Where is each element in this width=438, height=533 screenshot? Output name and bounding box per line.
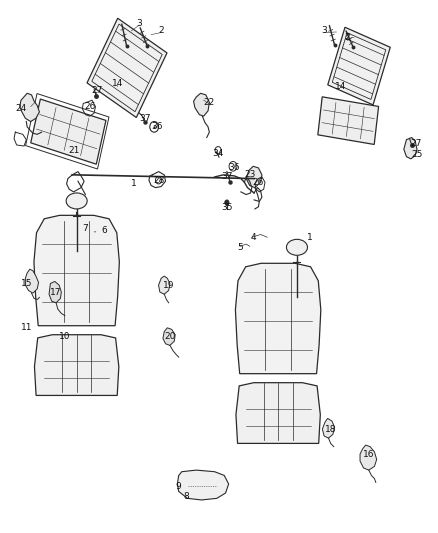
Text: 3: 3 [136,19,142,28]
Text: 1: 1 [131,180,137,188]
Polygon shape [246,166,262,188]
Text: 36: 36 [229,164,240,172]
Text: 25: 25 [411,150,423,159]
Polygon shape [404,138,417,159]
Polygon shape [31,99,106,164]
Text: 4: 4 [251,233,256,241]
Polygon shape [236,383,320,443]
Text: 15: 15 [21,279,33,288]
Text: 6: 6 [101,226,107,235]
Text: 22: 22 [204,98,215,107]
Text: 7: 7 [82,224,88,232]
Text: 11: 11 [21,324,33,332]
Text: 27: 27 [410,140,422,148]
Polygon shape [328,27,390,105]
Text: 24: 24 [15,104,27,112]
Text: 2: 2 [344,33,350,42]
Text: 26: 26 [253,178,264,187]
Polygon shape [34,215,119,326]
Text: 21: 21 [68,146,79,155]
Ellipse shape [286,239,307,255]
Text: 18: 18 [325,425,336,433]
Polygon shape [318,97,378,144]
Text: 23: 23 [245,171,256,179]
Polygon shape [360,445,377,470]
Text: 35: 35 [221,204,233,212]
Text: 34: 34 [212,149,224,158]
Text: 3: 3 [321,27,327,35]
Text: 27: 27 [92,86,103,95]
Polygon shape [25,269,39,293]
Text: 20: 20 [164,333,176,341]
Text: 14: 14 [335,82,346,91]
Text: 16: 16 [363,450,374,458]
Text: 2: 2 [159,27,164,35]
Text: 37: 37 [139,114,150,123]
Text: 36: 36 [151,123,162,131]
Text: 17: 17 [50,288,62,296]
Text: 19: 19 [163,281,174,289]
Polygon shape [87,18,167,117]
Polygon shape [20,93,39,122]
Polygon shape [322,418,335,438]
Text: 26: 26 [84,102,95,111]
Text: 28: 28 [153,176,164,184]
Text: 37: 37 [221,173,233,181]
Polygon shape [177,470,229,500]
Text: 8: 8 [183,492,189,501]
Polygon shape [35,335,119,395]
Ellipse shape [66,193,87,209]
Circle shape [225,200,229,205]
Text: 9: 9 [176,482,182,490]
Text: 5: 5 [237,244,243,252]
Text: 10: 10 [59,333,71,341]
Polygon shape [159,276,170,294]
Text: 1: 1 [307,233,313,241]
Polygon shape [49,281,61,303]
Polygon shape [163,328,175,345]
Text: 14: 14 [112,79,123,88]
Polygon shape [236,263,321,374]
Polygon shape [194,93,209,116]
